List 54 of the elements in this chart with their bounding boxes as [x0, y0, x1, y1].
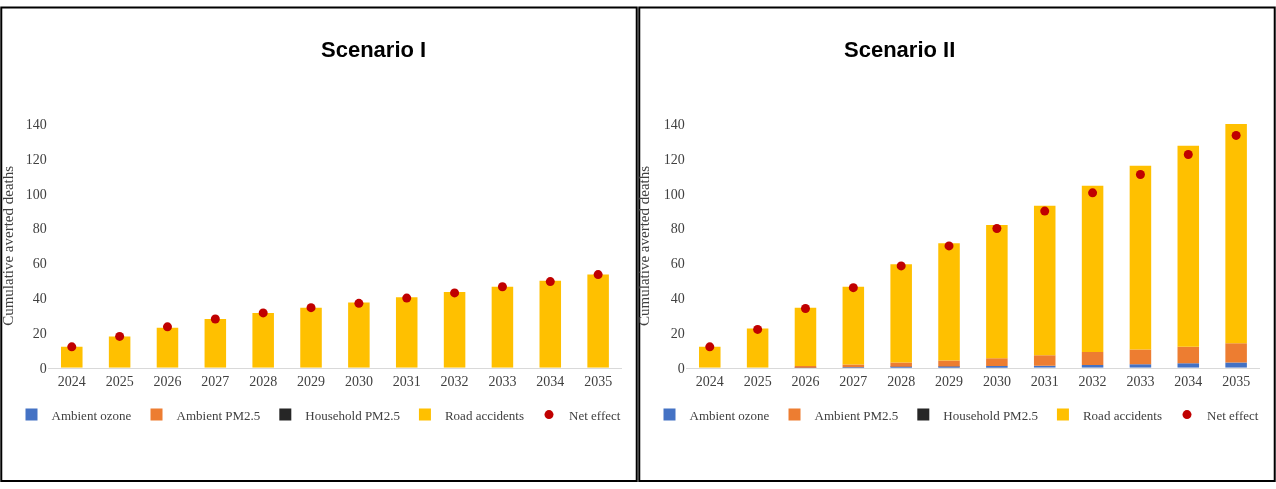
x-tick-label: 2034 [1174, 373, 1203, 389]
y-tick-label: 120 [663, 151, 685, 167]
x-tick-label: 2025 [105, 373, 134, 389]
y-tick-label: 40 [32, 291, 47, 307]
legend-label: Net effect [569, 407, 621, 423]
y-tick-label: 0 [677, 360, 685, 376]
y-tick-label: 100 [663, 186, 685, 202]
x-tick-label: 2029 [935, 373, 964, 389]
legend-label: Ambient ozone [689, 407, 770, 423]
x-tick-label: 2033 [1126, 373, 1155, 389]
chart-title: Scenario II [844, 37, 956, 62]
y-tick-label: 20 [670, 325, 685, 341]
y-axis-title: Cumulative averted deaths [0, 165, 16, 326]
x-tick-label: 2034 [536, 373, 565, 389]
y-tick-label: 120 [25, 151, 47, 167]
legend-label: Household PM2.5 [943, 407, 1038, 423]
y-tick-label: 80 [32, 221, 47, 237]
x-tick-label: 2029 [297, 373, 326, 389]
x-tick-label: 2027 [839, 373, 868, 389]
legend-label: Road accidents [444, 407, 524, 423]
x-tick-label: 2030 [982, 373, 1011, 389]
x-tick-label: 2028 [887, 373, 916, 389]
y-tick-label: 100 [25, 186, 47, 202]
x-tick-label: 2031 [1030, 373, 1059, 389]
legend-label: Ambient ozone [51, 407, 132, 423]
x-tick-label: 2027 [201, 373, 230, 389]
x-tick-label: 2031 [392, 373, 421, 389]
x-tick-label: 2035 [1222, 373, 1251, 389]
y-tick-label: 40 [670, 291, 685, 307]
y-tick-label: 140 [663, 116, 685, 132]
legend-label: Net effect [1207, 407, 1259, 423]
x-tick-label: 2032 [440, 373, 469, 389]
legend-label: Ambient PM2.5 [176, 407, 261, 423]
x-tick-label: 2030 [344, 373, 373, 389]
chart-title: Scenario I [321, 37, 427, 62]
y-tick-label: 0 [39, 360, 47, 376]
x-tick-label: 2025 [743, 373, 772, 389]
x-tick-label: 2032 [1078, 373, 1107, 389]
y-tick-label: 60 [670, 256, 685, 272]
y-tick-label: 60 [32, 256, 47, 272]
x-tick-label: 2024 [695, 373, 724, 389]
legend-label: Household PM2.5 [305, 407, 400, 423]
legend-label: Ambient PM2.5 [814, 407, 899, 423]
x-tick-label: 2024 [57, 373, 86, 389]
y-tick-label: 140 [25, 116, 47, 132]
x-tick-label: 2026 [153, 373, 182, 389]
y-tick-label: 80 [670, 221, 685, 237]
y-axis-title: Cumulative averted deaths [636, 165, 653, 326]
x-tick-label: 2026 [791, 373, 820, 389]
x-tick-label: 2033 [488, 373, 517, 389]
legend-label: Road accidents [1082, 407, 1162, 423]
x-tick-label: 2035 [584, 373, 613, 389]
y-tick-label: 20 [32, 325, 47, 341]
x-tick-label: 2028 [249, 373, 278, 389]
